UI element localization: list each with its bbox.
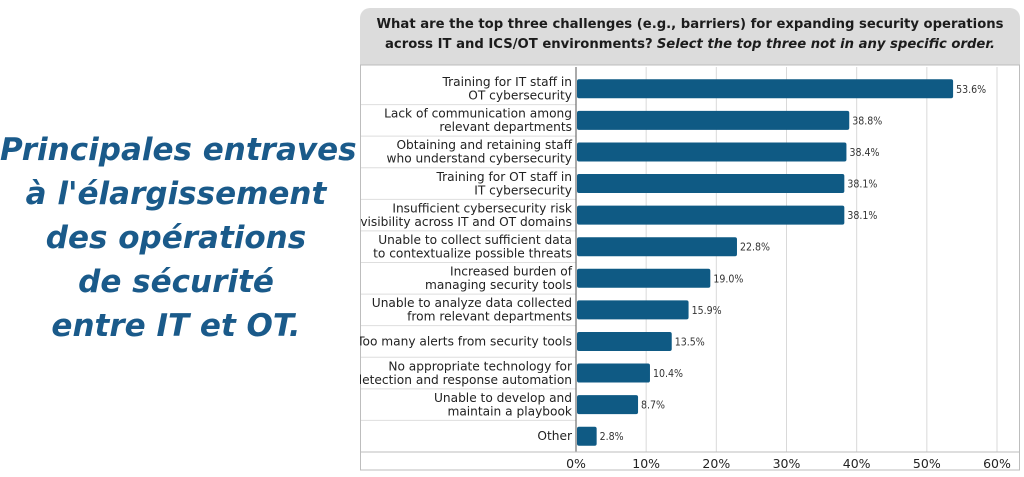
value-label: 10.4% <box>653 368 683 380</box>
x-tick-label: 10% <box>632 456 660 471</box>
chart-question: What are the top three challenges (e.g.,… <box>376 17 1004 52</box>
x-tick-label: 50% <box>913 456 941 471</box>
category-label: Increased burden of managing security too… <box>425 265 573 293</box>
category-label: Unable to develop and maintain a playbook <box>434 391 573 419</box>
category-label-line: Insufficient cybersecurity risk <box>392 201 573 215</box>
value-label: 22.8% <box>740 242 770 254</box>
category-label-line: Obtaining and retaining staff <box>396 138 572 152</box>
bar <box>577 174 845 194</box>
value-label: 38.1% <box>847 210 877 222</box>
bar <box>577 268 711 288</box>
x-tick-label: 0% <box>566 456 586 471</box>
category-label-line: Unable to collect sufficient data <box>378 233 572 247</box>
category-label: Lack of communication among relevant depa… <box>384 107 572 135</box>
category-label-line: who understand cybersecurity <box>387 152 572 166</box>
category-label: Training for OT staff in IT cybersecurity <box>436 170 572 198</box>
value-label: 8.7% <box>641 400 665 412</box>
bar <box>577 426 597 446</box>
chart-frame <box>360 64 1020 471</box>
bar <box>577 300 689 320</box>
category-label-line: Lack of communication among <box>384 107 572 121</box>
category-label: Obtaining and retaining staff who underst… <box>387 138 573 166</box>
category-label: No appropriate technology for detection a… <box>360 359 573 387</box>
value-label: 53.6% <box>956 84 986 96</box>
category-label: Training for IT staff in OT cybersecurity <box>442 75 573 103</box>
x-tick-label: 30% <box>773 456 801 471</box>
side-title-line: de sécurité <box>78 264 274 300</box>
category-label-line: Unable to develop and <box>434 391 572 405</box>
category-label: Unable to analyze data collected from rel… <box>372 296 572 324</box>
value-label: 15.9% <box>692 305 722 317</box>
category-label-line: detection and response automation <box>360 373 572 387</box>
category-label: Too many alerts from security tools <box>360 334 572 348</box>
bar <box>577 363 650 383</box>
side-title: Principales entraves à l'élargissement d… <box>0 128 357 348</box>
x-tick-label: 20% <box>702 456 730 471</box>
chart-instruction: Select the top three not in any specific… <box>656 37 995 52</box>
x-tick-label: 60% <box>983 456 1011 471</box>
value-label: 38.4% <box>849 147 879 159</box>
value-label: 38.1% <box>847 179 877 191</box>
category-label-line: Unable to analyze data collected <box>372 296 572 310</box>
category-label-line: to contextualize possible threats <box>373 246 572 260</box>
chart-header: What are the top three challenges (e.g.,… <box>360 8 1020 65</box>
category-label-line: Training for OT staff in <box>436 170 572 184</box>
category-label-line: maintain a playbook <box>447 404 572 418</box>
side-title-line: entre IT et OT. <box>51 308 301 344</box>
category-label-line: Other <box>537 429 573 443</box>
bar <box>577 79 954 99</box>
side-title-line: à l'élargissement <box>25 176 327 212</box>
category-label-line: IT cybersecurity <box>474 183 572 197</box>
x-tick-label: 40% <box>843 456 871 471</box>
value-label: 13.5% <box>675 336 705 348</box>
bar <box>577 205 845 225</box>
side-title-line: Principales entraves <box>0 132 357 168</box>
bar-chart: 53.6% Training for IT staff in OT cybersec… <box>360 64 1020 471</box>
category-label: Other <box>537 429 573 443</box>
category-label-line: OT cybersecurity <box>468 89 572 103</box>
category-label-line: relevant departments <box>439 120 572 134</box>
category-label-line: managing security tools <box>425 278 572 292</box>
category-label-line: No appropriate technology for <box>388 359 573 373</box>
bar <box>577 110 850 130</box>
category-label: Unable to collect sufficient data to cont… <box>373 233 572 260</box>
bar <box>577 395 639 415</box>
category-label: Insufficient cybersecurity risk visibilit… <box>360 201 573 229</box>
category-label-line: from relevant departments <box>407 310 572 324</box>
side-title-line: des opérations <box>45 220 307 256</box>
chart-panel: What are the top three challenges (e.g.,… <box>360 8 1020 471</box>
value-label: 19.0% <box>713 273 743 285</box>
category-label-line: Increased burden of <box>450 265 573 279</box>
value-label: 2.8% <box>600 431 624 443</box>
bar <box>577 237 737 257</box>
value-label: 38.8% <box>852 115 882 127</box>
category-label-line: visibility across IT and OT domains <box>360 215 572 229</box>
category-label-line: Training for IT staff in <box>442 75 573 89</box>
category-label-line: Too many alerts from security tools <box>360 334 572 348</box>
bar <box>577 331 672 351</box>
bar <box>577 142 847 162</box>
